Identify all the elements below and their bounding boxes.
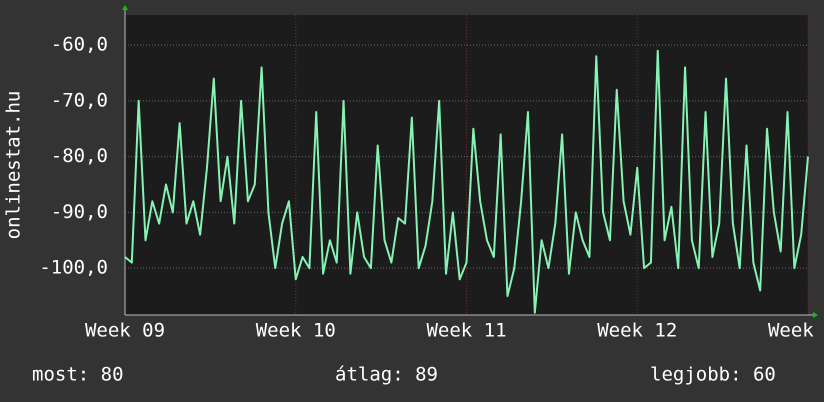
x-tick-label: Week 10 [256, 320, 336, 342]
y-tick-label: -80,0 [51, 145, 108, 167]
footer-stat: legjobb: 60 [650, 364, 776, 386]
y-tick-label: -100,0 [39, 257, 108, 279]
y-axis-label: onlinestat.hu [3, 91, 25, 240]
y-tick-label: -70,0 [51, 89, 108, 111]
footer-stat: átlag: 89 [335, 364, 438, 386]
x-tick-label: Week 13 [768, 320, 824, 342]
y-tick-label: -60,0 [51, 34, 108, 56]
x-tick-label: Week 12 [597, 320, 677, 342]
x-tick-label: Week 11 [426, 320, 506, 342]
axis-arrow [122, 5, 128, 10]
axis-arrow [813, 312, 818, 318]
series-line [124, 49, 809, 314]
footer-stat: most: 80 [32, 364, 124, 386]
y-tick-label: -90,0 [51, 201, 108, 223]
x-tick-label: Week 09 [85, 320, 165, 342]
